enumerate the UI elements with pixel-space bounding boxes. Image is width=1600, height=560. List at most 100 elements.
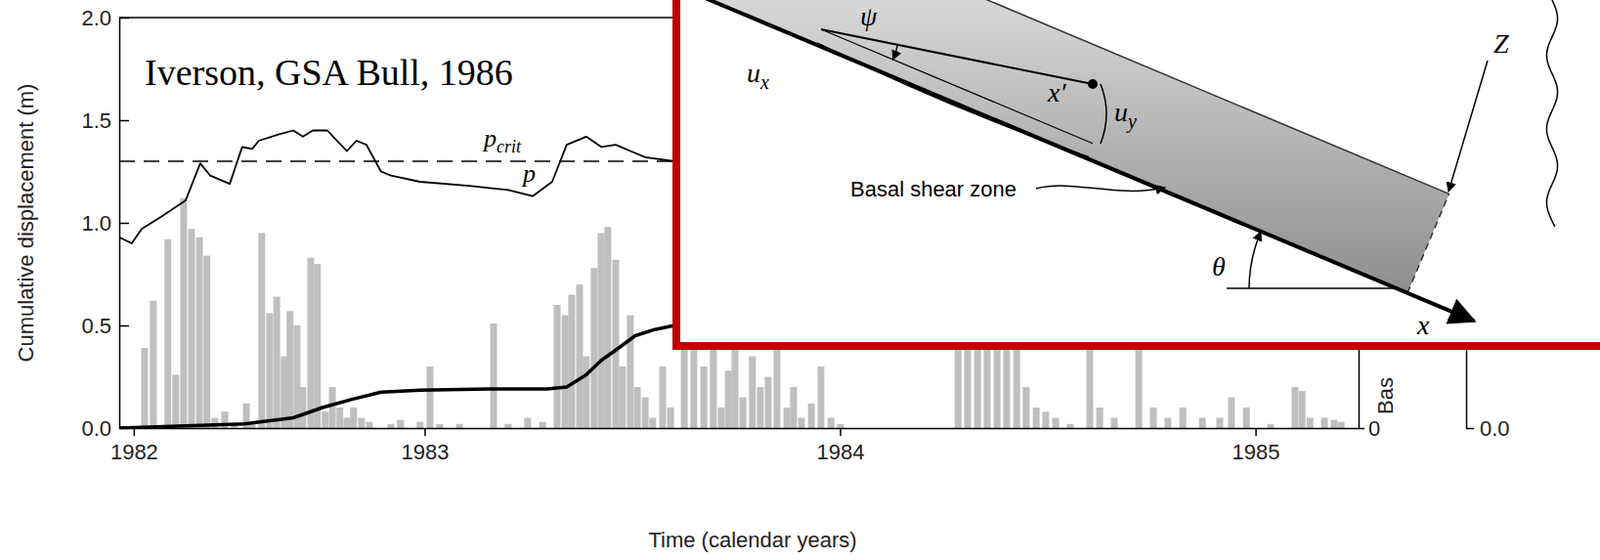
inset-label: uy [1114,96,1137,133]
y-axis-title: Cumulative displacement (m) [13,84,39,363]
bar [435,424,443,429]
bar [667,407,675,429]
psi-arc [893,44,899,60]
bar [1022,387,1030,429]
line [119,325,675,429]
bar [1227,397,1235,430]
bar [357,418,365,430]
bar [321,411,329,429]
bar [598,233,606,430]
slope-axis [680,0,1474,321]
bar [817,366,824,429]
bar [836,424,844,429]
tick-mark [119,17,130,20]
bar [611,259,619,429]
bar [523,418,531,430]
bar [1111,418,1119,430]
bar [700,366,708,429]
tick-mark [119,222,130,225]
bar [1243,407,1251,429]
tick-mark [424,428,427,436]
bar [575,284,583,429]
horizontal [1226,287,1396,290]
bar [179,198,187,429]
bar [1033,407,1040,429]
tick-mark [119,325,130,328]
tick-mark [119,428,130,431]
shear-zone-arrow [1036,185,1166,191]
tick: 1984 [817,428,865,465]
bar [725,370,733,429]
bar [329,387,337,429]
bar [265,312,273,429]
tick: 1983 [400,428,449,465]
tick-mark [1466,428,1474,431]
inset-label-sub: y [1125,110,1137,133]
bar [618,366,626,429]
bar [567,295,575,430]
inset-label-sub: x [759,71,770,93]
bar [789,387,797,429]
tick: 0.0 [81,416,130,441]
bar [258,233,265,430]
tick-label: 0.0 [81,416,112,441]
series-label: pcrit [481,124,522,157]
tick-label: 1984 [817,439,865,465]
ux-brace [817,43,1089,158]
tick-mark [839,428,842,436]
bar [1266,424,1274,429]
chart: 19821983198419850.00.51.01.52.000.0Time … [0,0,1600,560]
tick-label: 1.0 [81,211,112,236]
bar [827,418,835,430]
bar [1066,424,1074,429]
bar [1338,422,1345,429]
bar [1096,407,1104,429]
slab-top [716,0,1450,194]
bar [604,226,611,429]
y-axis: 0.00.51.01.52.0 [81,5,130,441]
bar [562,315,569,430]
bar [313,263,321,429]
bar [489,323,497,429]
series-label-main: p [520,159,536,188]
bar [1306,418,1314,430]
tick-label: 0 [1368,416,1381,441]
tick: 1985 [1232,428,1281,465]
bar [764,377,772,430]
inset-label-main: u [746,57,761,88]
bar [336,407,344,429]
x-axis: 1982198319841985 [110,428,1360,465]
bar [783,407,791,429]
bar [808,403,816,429]
tick: 0 [1358,416,1381,441]
tick-mark [1358,428,1365,431]
z-arrow [1448,60,1488,192]
bar [797,418,805,430]
bar [172,374,179,429]
inset: uxψx′uyZBasal shear zoneθx [674,0,1600,346]
bar [343,418,350,430]
tick-label: 1985 [1232,439,1281,465]
bar [1330,420,1338,429]
tick-mark [133,428,136,436]
bar [582,356,590,430]
bar [1199,418,1207,430]
bar [196,237,204,429]
bar [456,424,464,429]
bar [1321,418,1329,430]
inset-label: Basal shear zone [850,176,1017,202]
uy-brace [1100,84,1107,144]
inset-label: x [1416,309,1430,341]
bar [1052,418,1060,430]
bar [273,297,281,429]
x-axis-title: Time (calendar years) [648,527,857,553]
bar [626,315,634,430]
bar [1041,411,1049,429]
bar [365,422,373,429]
tick: 1.0 [81,211,130,236]
bar [164,239,172,429]
tick: 2.0 [81,5,130,31]
annotation: Iverson, GSA Bull, 1986 [144,51,514,93]
bar [756,387,764,429]
tick: 0.0 [1466,416,1511,441]
